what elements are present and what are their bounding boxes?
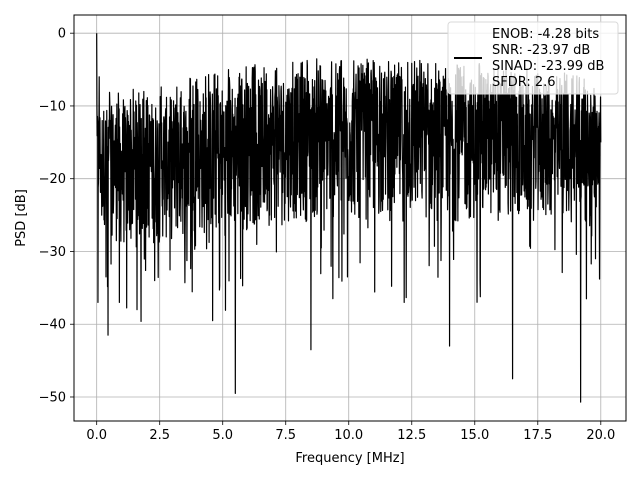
x-axis-ticks: 0.0 2.5 5.0 7.5 10.0 12.5 15.0 17.5 20.0 [86, 421, 615, 443]
legend-box [447, 21, 619, 95]
legend: ENOB: -4.28 bits SNR: -23.97 dB SINAD: -… [447, 21, 619, 95]
legend-label-sfdr: SFDR: 2.6 [492, 75, 556, 90]
legend-label-snr: SNR: -23.97 dB [492, 43, 590, 58]
x-tick-label: 15.0 [460, 428, 489, 443]
x-axis-label: Frequency [MHz] [295, 451, 404, 466]
x-tick-label: 7.5 [275, 428, 296, 443]
y-tick-label: −50 [39, 390, 66, 405]
y-tick-label: −30 [39, 245, 66, 260]
x-tick-label: 17.5 [523, 428, 552, 443]
y-tick-label: −40 [39, 318, 66, 333]
psd-series-line [96, 33, 602, 403]
x-tick-label: 0.0 [86, 428, 107, 443]
x-tick-label: 10.0 [334, 428, 363, 443]
legend-label-sinad: SINAD: -23.99 dB [492, 59, 604, 74]
y-tick-label: 0 [58, 27, 66, 42]
y-tick-label: −20 [39, 172, 66, 187]
y-axis-label: PSD [dB] [14, 189, 29, 247]
y-tick-label: −10 [39, 99, 66, 114]
x-tick-label: 2.5 [149, 428, 170, 443]
x-tick-label: 12.5 [397, 428, 426, 443]
x-tick-label: 5.0 [212, 428, 233, 443]
plot-area [96, 33, 602, 403]
axes-frame [73, 14, 627, 422]
x-tick-label: 20.0 [586, 428, 615, 443]
legend-label-enob: ENOB: -4.28 bits [492, 27, 599, 42]
y-axis-ticks: 0 −10 −20 −30 −40 −50 [39, 27, 74, 405]
